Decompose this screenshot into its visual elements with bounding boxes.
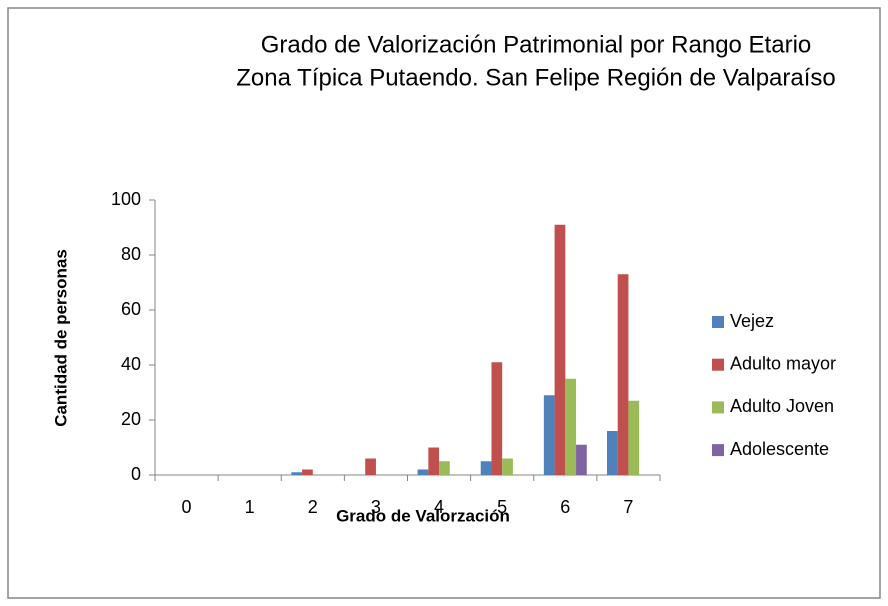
bar <box>565 378 577 475</box>
chart-title: Grado de Valorización Patrimonial por Ra… <box>261 31 812 58</box>
legend-swatch <box>712 316 724 328</box>
legend-swatch <box>712 444 724 457</box>
legend-label: Adulto mayor <box>730 353 836 373</box>
x-tick-label: 5 <box>497 497 507 517</box>
y-axis-title: Cantidad de personas <box>51 249 70 427</box>
legend-swatch <box>712 401 724 414</box>
chart-subtitle: Zona Típica Putaendo. San Felipe Región … <box>236 64 836 91</box>
bar <box>365 458 376 475</box>
bar <box>291 472 303 475</box>
chart-border <box>7 7 881 599</box>
y-tick-label: 20 <box>121 409 141 429</box>
bar <box>502 458 513 475</box>
bar <box>417 469 429 475</box>
bar <box>302 469 313 475</box>
x-tick-label: 4 <box>434 497 444 517</box>
bar <box>628 400 640 475</box>
legend-label: Vejez <box>730 311 774 331</box>
bar <box>439 461 450 475</box>
legend-label: Adulto Joven <box>730 396 834 416</box>
x-tick-label: 7 <box>623 497 633 517</box>
x-tick-label: 1 <box>245 497 255 517</box>
bar <box>576 444 587 475</box>
bar <box>617 274 629 475</box>
bar <box>543 395 555 475</box>
legend-swatch <box>712 358 724 371</box>
bar <box>554 224 566 475</box>
y-tick-label: 100 <box>111 189 141 209</box>
bar <box>606 431 618 475</box>
y-tick-label: 60 <box>121 299 141 319</box>
bar <box>480 461 492 475</box>
bar <box>491 362 503 475</box>
x-axis-title: Grado de Valorzación <box>336 506 510 525</box>
y-tick-label: 80 <box>121 244 141 264</box>
y-tick-label: 0 <box>131 464 141 484</box>
x-tick-label: 0 <box>182 497 192 517</box>
legend-label: Adolescente <box>730 439 829 459</box>
x-tick-label: 6 <box>560 497 570 517</box>
x-tick-label: 2 <box>308 497 318 517</box>
bar <box>428 447 440 475</box>
y-tick-label: 40 <box>121 354 141 374</box>
x-tick-label: 3 <box>371 497 381 517</box>
